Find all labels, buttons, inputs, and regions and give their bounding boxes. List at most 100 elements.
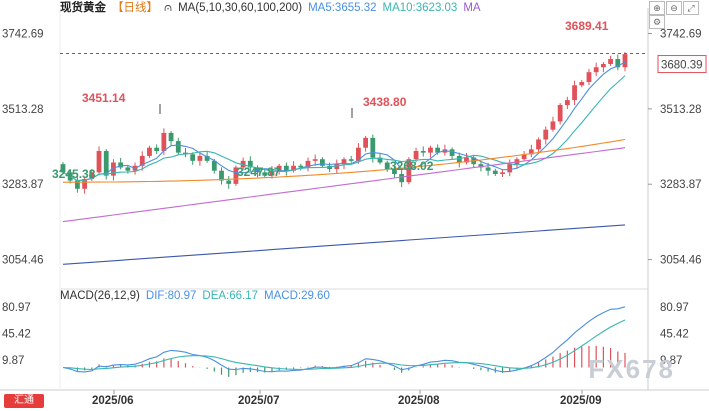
y-tick-label-left: 3742.69 (2, 29, 44, 41)
candle-body (348, 159, 354, 161)
candle-body (600, 63, 606, 68)
candle-body (226, 180, 232, 184)
candle-body (399, 173, 405, 183)
candle-body (147, 147, 152, 156)
watermark: FX678 (588, 354, 675, 384)
candle-body (291, 165, 296, 171)
candle-body (370, 137, 376, 158)
instrument-title: 现货黄金 (60, 2, 106, 14)
y-tick-label-right: 3283.87 (660, 179, 702, 191)
candle-body (154, 147, 160, 151)
candle-body (435, 147, 441, 153)
candle-body (75, 180, 80, 189)
x-axis-label: 2025/06 (92, 395, 134, 407)
candle-body (96, 151, 102, 173)
candle-body (60, 164, 66, 173)
candle-body (118, 162, 124, 168)
period-selector[interactable]: 【日线】 (112, 2, 158, 14)
candle-body (428, 147, 433, 153)
candle-body (593, 67, 599, 73)
y-tick-label-left: 3054.46 (2, 255, 44, 267)
candle-body (507, 164, 513, 173)
candle-body (89, 172, 95, 179)
macd-tick-label-left: 45.42 (2, 328, 31, 340)
settings-icon[interactable]: ⚙ (649, 15, 665, 29)
ma100-line (62, 224, 626, 265)
current-price-box (657, 55, 707, 74)
candle-body (608, 59, 613, 64)
macd-header: MACD(26,12,9) DIF:80.97 DEA:66.17 MACD:29.6… (60, 290, 336, 302)
candle-body (528, 149, 534, 155)
ma5-value: MA5:3655.32 (308, 2, 377, 14)
candle-body (283, 165, 289, 171)
candle-body (485, 167, 491, 171)
candle-body (521, 154, 527, 160)
candle-body (622, 54, 628, 68)
y-tick-label-right: 3054.46 (660, 255, 702, 267)
candle-body (406, 159, 412, 183)
candle-body (139, 155, 145, 166)
candle-body (175, 141, 181, 153)
ma-extra-label: MA (463, 2, 481, 14)
macd-title: MACD(26,12,9) (60, 290, 140, 302)
candle-body (168, 132, 174, 142)
candle-body (319, 159, 325, 166)
candle-body (536, 139, 541, 150)
logo: 汇通 (4, 394, 44, 408)
candle-body (161, 132, 167, 151)
candle-body (103, 151, 109, 176)
candle-body (305, 160, 311, 168)
x-axis-label: 2025/08 (398, 395, 440, 407)
price-annotation: 3689.41 (565, 19, 609, 33)
candle-body (247, 160, 253, 168)
candle-body (384, 162, 390, 170)
candle-body (392, 169, 397, 174)
candle-body (413, 151, 419, 160)
candle-body (197, 155, 203, 161)
candle-body (312, 159, 318, 161)
candle-body (615, 59, 621, 68)
candle-body (492, 170, 498, 174)
ma30-line (63, 138, 626, 183)
price-annotation: 3245.38 (52, 167, 96, 181)
candle-body (356, 147, 361, 161)
candle-body (125, 167, 131, 171)
macd-tick-label-right: 45.42 (660, 328, 689, 340)
candle-body (269, 170, 275, 176)
candle-body (377, 157, 383, 163)
candle-body (233, 167, 239, 184)
y-tick-label-left: 3283.87 (2, 179, 44, 191)
candle-body (334, 164, 340, 170)
ma-label[interactable]: MA(5,10,30,60,100,200) (178, 2, 303, 14)
candle-body (111, 162, 116, 176)
candle-body (420, 151, 426, 153)
x-axis-label: 2025/09 (560, 395, 602, 407)
candle-body (341, 159, 347, 165)
candle-body (579, 82, 585, 86)
dif-line (62, 306, 626, 373)
candle-body (449, 149, 455, 156)
current-price-label: 3680.39 (661, 60, 703, 72)
candle-body (550, 121, 556, 130)
price-annotation: 3451.14 (82, 91, 126, 105)
dif-value: DIF:80.97 (145, 290, 197, 302)
y-tick-label-left: 3513.28 (2, 104, 44, 116)
candle-body (82, 178, 88, 189)
candle-body (276, 165, 282, 171)
candle-body (363, 137, 369, 148)
candle-body (240, 160, 246, 168)
dea-value: DEA:66.17 (202, 290, 259, 302)
candle-icon: ⩀ (164, 2, 173, 14)
price-annotation: 3438.80 (363, 95, 407, 109)
macd-value: MACD:29.60 (264, 290, 330, 302)
candle-body (478, 164, 484, 168)
ma10-line (62, 75, 626, 182)
price-annotation: 3247.87 (237, 165, 281, 179)
fullscreen-icon[interactable]: ⤢ (683, 1, 699, 15)
candle-body (464, 157, 469, 163)
ma60-line (62, 147, 626, 223)
candle-body (262, 172, 268, 176)
price-annotation: 3268.02 (390, 159, 434, 173)
macd-tick-label-right: 9.87 (660, 355, 682, 367)
zoom-out-icon[interactable]: ⊖ (666, 1, 682, 15)
